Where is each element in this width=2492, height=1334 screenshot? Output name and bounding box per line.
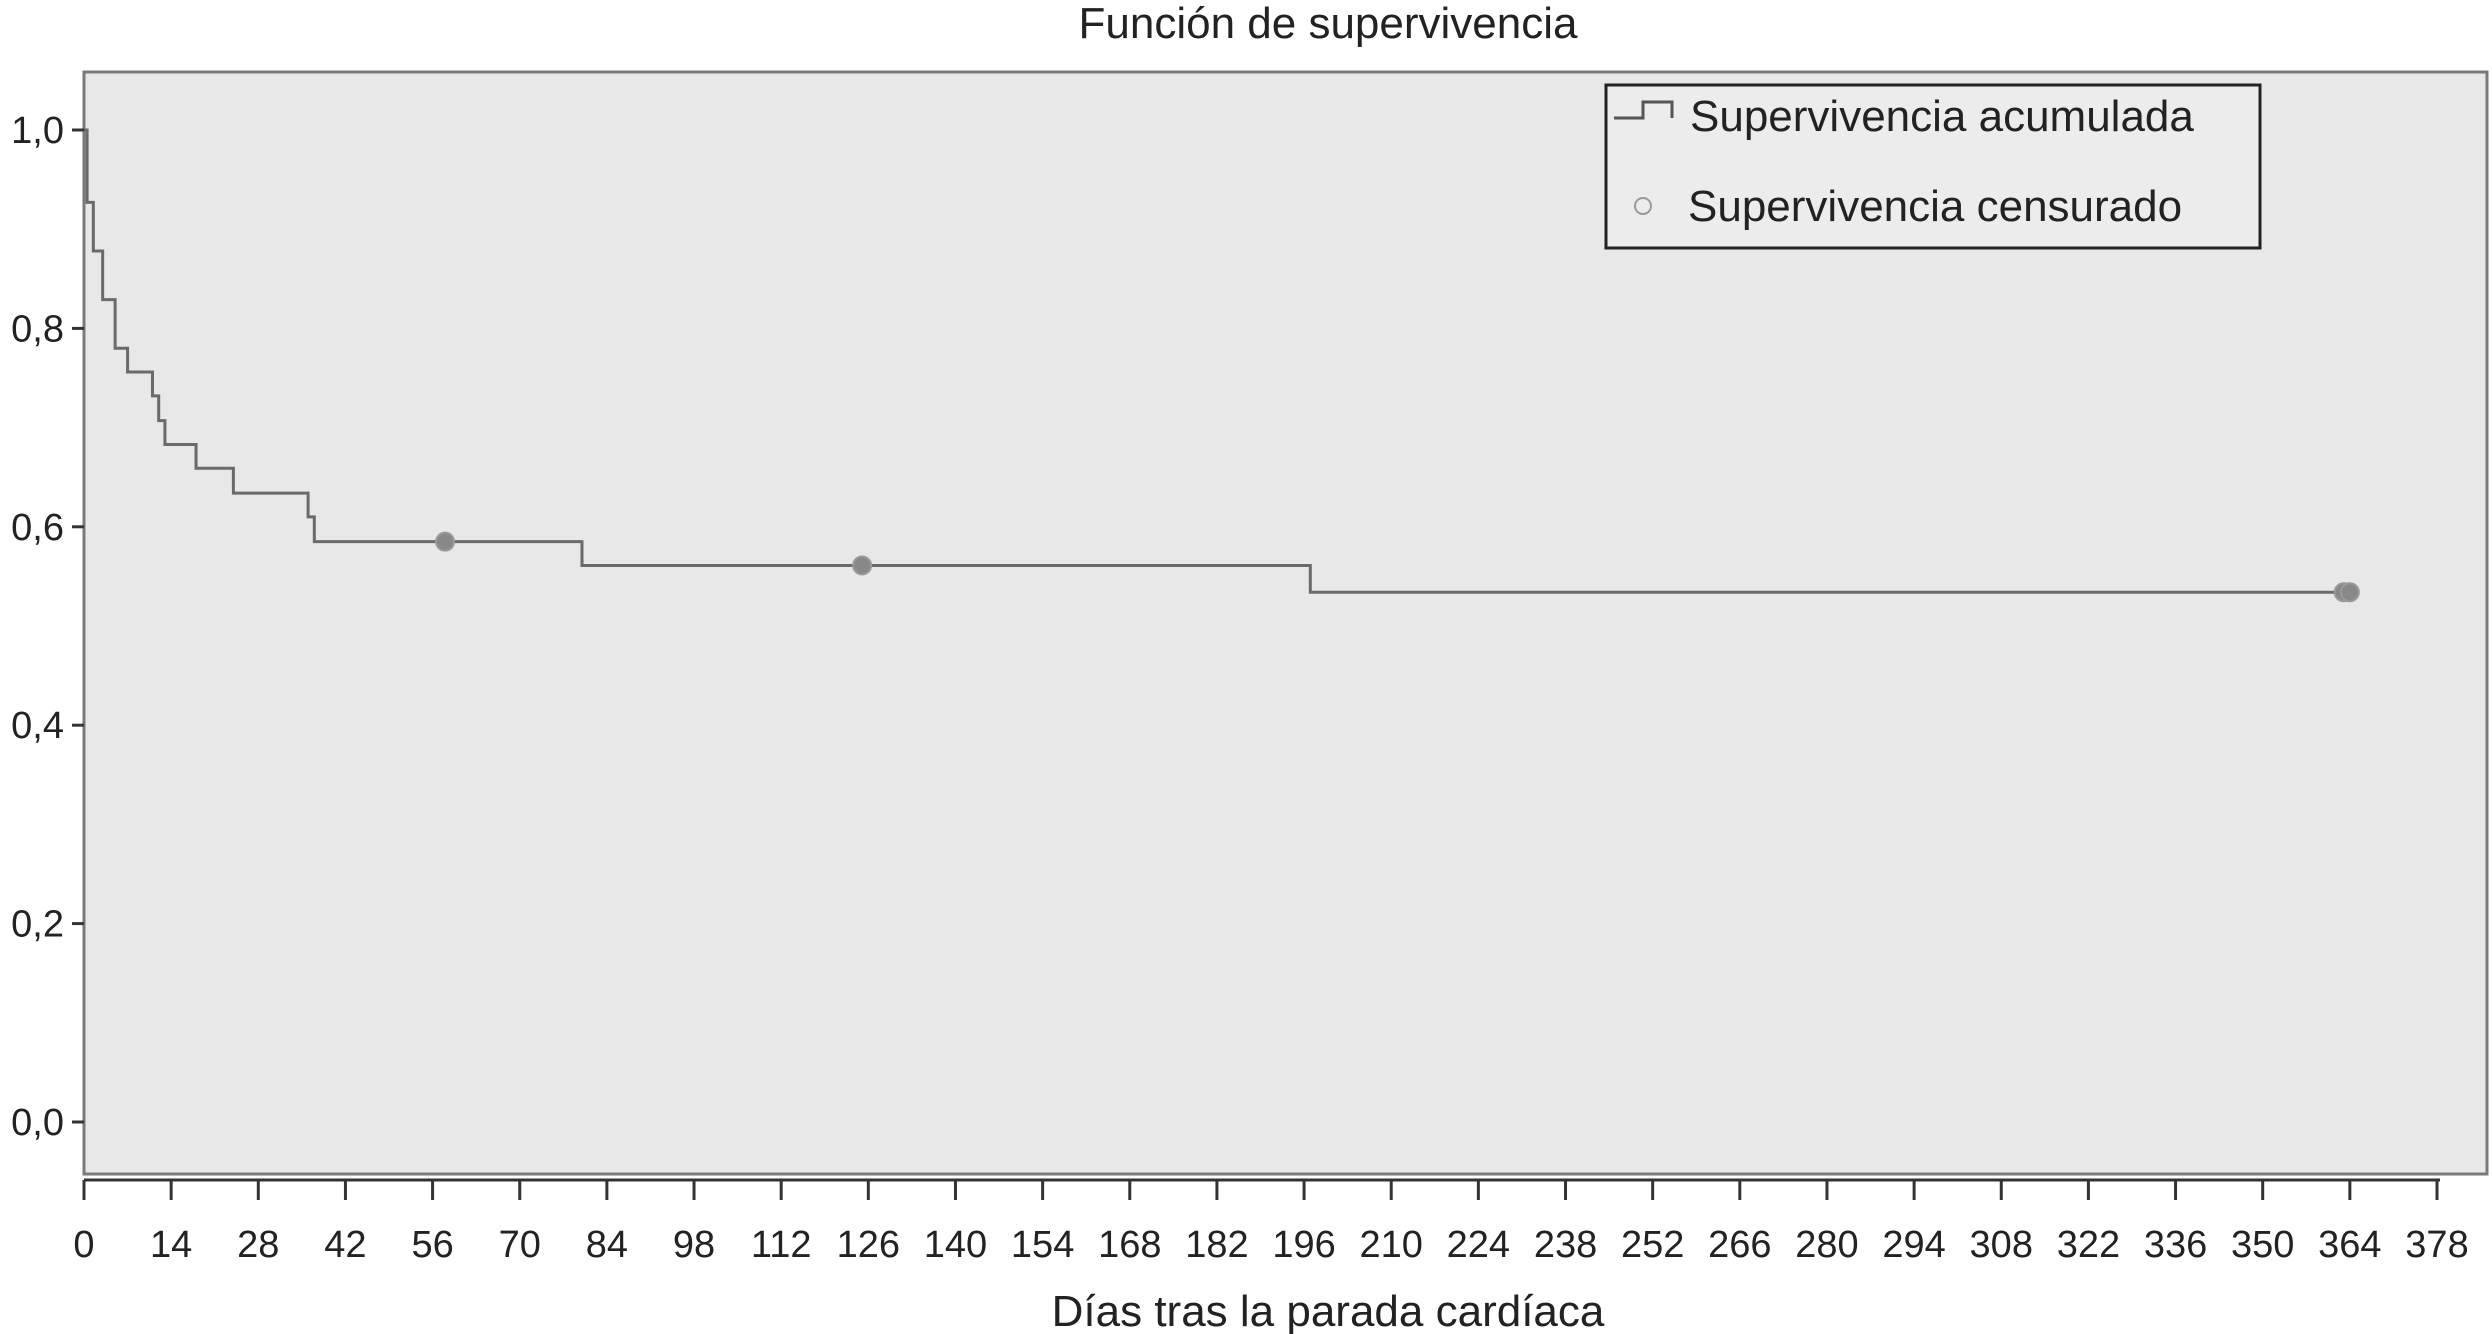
y-tick-label: 0,6 (11, 507, 64, 549)
x-tick-label: 336 (2144, 1224, 2207, 1266)
x-tick-label: 84 (586, 1224, 628, 1266)
x-tick-label: 224 (1447, 1224, 1510, 1266)
x-tick-label: 210 (1360, 1224, 1423, 1266)
x-tick-label: 42 (324, 1224, 366, 1266)
x-tick-label: 350 (2231, 1224, 2294, 1266)
x-tick-label: 70 (499, 1224, 541, 1266)
x-tick-label: 294 (1882, 1224, 1945, 1266)
x-tick-label: 364 (2318, 1224, 2381, 1266)
series-layer (84, 128, 2360, 603)
x-tick-label: 154 (1011, 1224, 1074, 1266)
y-axis: 0,0 0,2 0,4 0,6 0,8 1,0 (11, 110, 84, 1144)
y-tick-label: 0,0 (11, 1102, 64, 1144)
y-tick-label: 0,8 (11, 308, 64, 350)
x-tick-label: 182 (1185, 1224, 1248, 1266)
x-tick-label: 112 (751, 1224, 812, 1266)
x-tick-label: 252 (1621, 1224, 1684, 1266)
x-tick-label: 196 (1272, 1224, 1335, 1266)
legend-box (1604, 83, 2262, 250)
x-tick-label: 308 (1970, 1224, 2033, 1266)
x-tick-label: 238 (1534, 1224, 1597, 1266)
legend-label-censurado: Supervivencia censurado (1688, 182, 2182, 231)
x-tick-label: 266 (1708, 1224, 1771, 1266)
x-tick-label: 322 (2057, 1224, 2120, 1266)
censored-point (435, 531, 456, 552)
survival-step-line (84, 128, 2350, 594)
legend-censored-icon (1634, 197, 1652, 215)
x-tick-label: 56 (411, 1224, 453, 1266)
y-tick-label: 0,2 (11, 904, 64, 946)
censored-point (852, 555, 873, 576)
x-tick-label: 168 (1098, 1224, 1161, 1266)
y-tick-label: 1,0 (11, 110, 64, 152)
plot-area (82, 70, 2489, 1176)
x-tick-label: 280 (1795, 1224, 1858, 1266)
legend-label-acumulada: Supervivencia acumulada (1690, 92, 2194, 141)
censored-point (2339, 582, 2360, 603)
chart-title: Función de supervivencia (1079, 0, 1578, 48)
legend: Supervivencia acumulada Supervivencia ce… (1604, 83, 2262, 250)
x-axis: 0 14 28 42 56 70 84 98 112 126 140 154 168 182 196 210 2… (73, 1178, 2469, 1266)
x-tick-label: 98 (673, 1224, 715, 1266)
x-tick-label: 14 (150, 1224, 192, 1266)
x-tick-label: 28 (237, 1224, 279, 1266)
x-tick-label: 378 (2405, 1224, 2468, 1266)
x-axis-label: Días tras la parada cardíaca (1052, 1287, 1605, 1334)
x-tick-label: 140 (924, 1224, 987, 1266)
x-tick-label: 0 (73, 1224, 94, 1266)
x-tick-label: 126 (837, 1224, 900, 1266)
legend-step-icon (1614, 100, 1674, 120)
y-tick-label: 0,4 (11, 705, 64, 747)
